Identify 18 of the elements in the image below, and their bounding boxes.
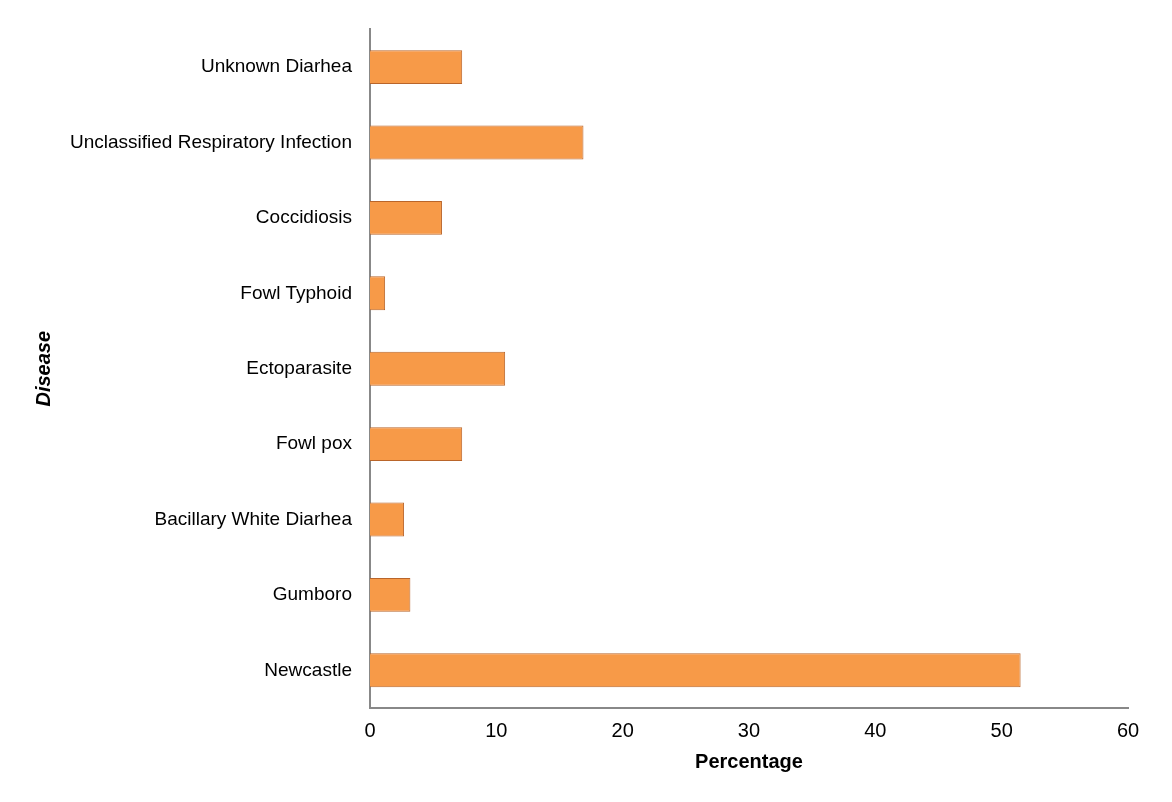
x-tick-label: 40 bbox=[864, 718, 887, 741]
y-tick-label: Newcastle bbox=[264, 658, 352, 680]
y-tick-label: Fowl pox bbox=[275, 432, 353, 454]
x-tick-label: 0 bbox=[364, 718, 376, 741]
x-axis-title: Percentage bbox=[695, 749, 803, 772]
y-axis-title: Disease bbox=[31, 330, 54, 407]
x-tick-label: 30 bbox=[737, 718, 761, 741]
y-tick-label: Bacillary White Diarhea bbox=[154, 507, 353, 529]
x-tick-label: 10 bbox=[485, 718, 508, 741]
x-tick-label: 20 bbox=[611, 718, 634, 741]
x-tick-label: 50 bbox=[990, 718, 1013, 741]
y-tick-label: Ectoparasite bbox=[246, 356, 352, 378]
y-tick-label: Unknown Diarhea bbox=[200, 55, 353, 77]
x-tick-label: 60 bbox=[1116, 718, 1140, 741]
y-tick-label: Unclassified Respiratory Infection bbox=[69, 130, 352, 152]
y-tick-label: Coccidiosis bbox=[255, 206, 352, 228]
y-tick-label: Gumboro bbox=[272, 583, 352, 605]
y-tick-label: Fowl Typhoid bbox=[240, 281, 352, 303]
